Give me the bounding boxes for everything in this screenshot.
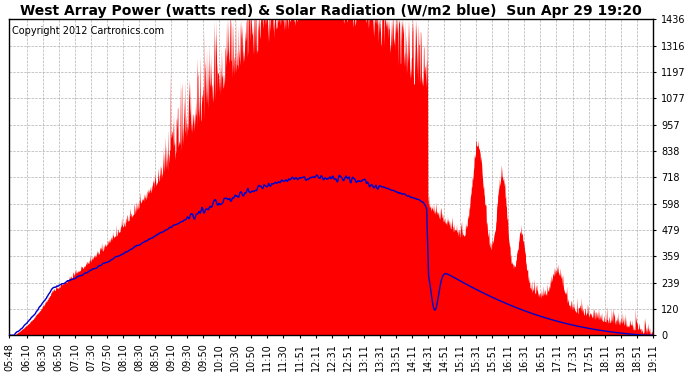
- Text: Copyright 2012 Cartronics.com: Copyright 2012 Cartronics.com: [12, 26, 164, 36]
- Title: West Array Power (watts red) & Solar Radiation (W/m2 blue)  Sun Apr 29 19:20: West Array Power (watts red) & Solar Rad…: [21, 4, 642, 18]
